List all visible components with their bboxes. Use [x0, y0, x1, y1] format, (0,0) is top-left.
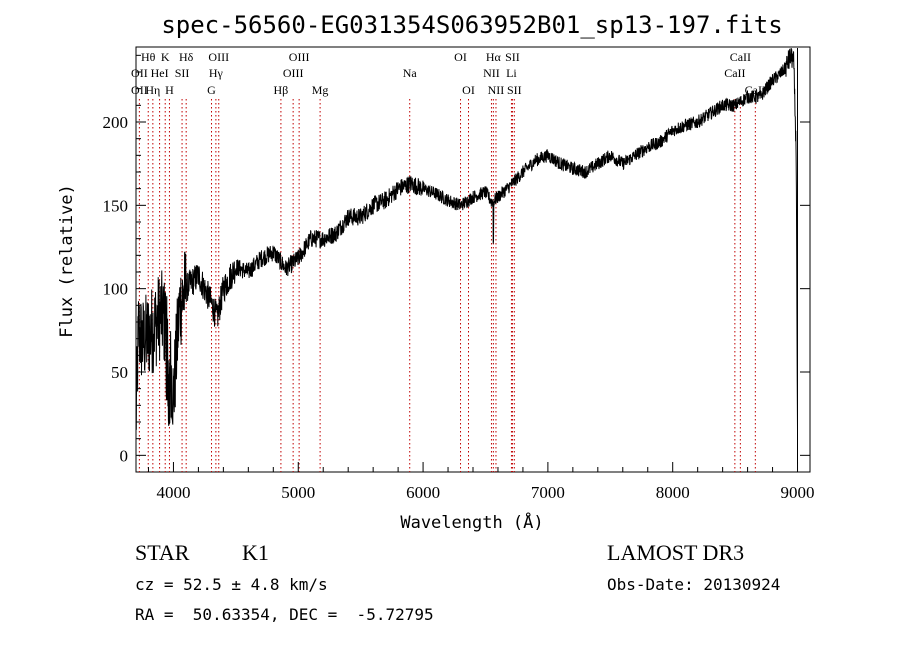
- line-label: CaII: [730, 50, 751, 64]
- x-tick-label: 5000: [281, 483, 315, 502]
- x-tick-label: 7000: [531, 483, 565, 502]
- x-axis-label: Wavelength (Å): [400, 511, 543, 533]
- line-label: HeI: [151, 66, 169, 80]
- x-tick-label: 9000: [781, 483, 815, 502]
- line-label: OII: [131, 83, 148, 97]
- line-label: SII: [175, 66, 190, 80]
- line-label: H: [165, 83, 174, 97]
- x-axis: 4000 5000 6000 7000 8000 9000: [147, 462, 815, 502]
- line-label: Hβ: [274, 83, 289, 97]
- line-label: OI: [454, 50, 467, 64]
- x-tick-label: 4000: [156, 483, 190, 502]
- coordinates-text: RA = 50.63354, DEC = -5.72795: [135, 605, 434, 624]
- line-label: CaII: [724, 66, 745, 80]
- y-tick-label: 150: [103, 196, 129, 215]
- x-tick-label: 6000: [406, 483, 440, 502]
- line-label: G: [207, 83, 216, 97]
- line-label: Hγ: [209, 66, 224, 80]
- object-class: STAR: [135, 540, 190, 565]
- line-label: SII: [507, 83, 522, 97]
- line-label: OI: [462, 83, 475, 97]
- line-label: OIII: [283, 66, 304, 80]
- y-tick-label: 50: [111, 363, 128, 382]
- line-label: NII: [488, 83, 505, 97]
- y-tick-label: 200: [103, 113, 129, 132]
- line-label: NII: [483, 66, 500, 80]
- line-label: Hα: [486, 50, 502, 64]
- spectrum-series-line: [135, 47, 798, 464]
- object-subclass: K1: [242, 540, 269, 565]
- line-label: Mg: [312, 83, 329, 97]
- line-label: SII: [505, 50, 520, 64]
- line-label: Hη: [145, 83, 160, 97]
- line-label: Na: [403, 66, 418, 80]
- line-label: OIII: [208, 50, 229, 64]
- obs-date-text: Obs-Date: 20130924: [607, 575, 780, 594]
- line-label: Li: [506, 66, 517, 80]
- survey-name: LAMOST DR3: [607, 540, 744, 565]
- y-tick-label: 0: [120, 446, 129, 465]
- y-tick-label: 100: [103, 280, 129, 299]
- line-label: Hδ: [179, 50, 194, 64]
- chart-title: spec-56560-EG031354S063952B01_sp13-197.f…: [161, 11, 782, 39]
- y-axis: 0 50 100 150 200: [103, 54, 810, 465]
- line-label: OIII: [289, 50, 310, 64]
- y-axis-label: Flux (relative): [57, 184, 77, 338]
- redshift-text: cz = 52.5 ± 4.8 km/s: [135, 575, 328, 594]
- line-label: K: [161, 50, 170, 64]
- line-label: OII: [131, 66, 148, 80]
- line-label: Hθ: [141, 50, 156, 64]
- x-tick-label: 8000: [656, 483, 690, 502]
